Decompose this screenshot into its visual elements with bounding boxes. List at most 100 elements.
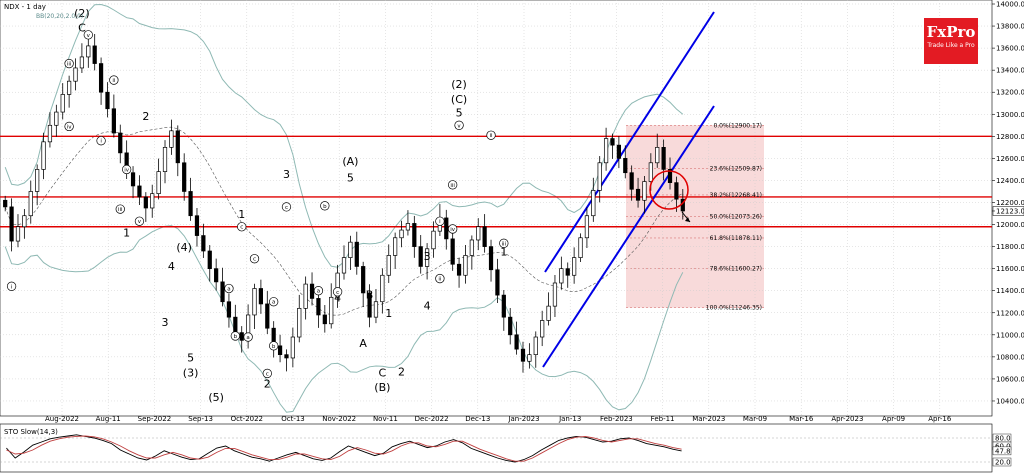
channel-upper-line (544, 11, 715, 273)
x-tick-label: Aug-2022 (45, 415, 79, 423)
minor-wave-label: iii (118, 207, 123, 213)
x-tick-label: Dec-2022 (415, 415, 449, 423)
minor-wave-label: i (100, 139, 102, 145)
minor-wave-circle (83, 30, 93, 40)
oscillator-tick-label: 20.0 (995, 459, 1011, 467)
main-plot-area (0, 0, 993, 417)
x-tick-label: Nov-11 (373, 415, 398, 423)
x-tick-label: Feb-11 (651, 415, 675, 423)
chart-title: NDX - 1 day (4, 3, 46, 11)
candle-body (92, 45, 97, 64)
highlight-circle-ring (649, 170, 689, 210)
minor-wave-label: v (87, 33, 91, 39)
oscillator-y-ticks: 80.060.047.8 20.0 (992, 433, 1012, 467)
minor-wave-circle (486, 130, 496, 140)
stochastic-d-line (6, 435, 682, 462)
highlight-circle (649, 170, 691, 223)
wave-label: 1 (123, 227, 130, 240)
minor-wave-label: i (439, 219, 441, 225)
candle-body (73, 67, 78, 82)
candle-body (540, 320, 545, 338)
minor-wave-circle (499, 238, 509, 248)
candle-body (60, 94, 65, 113)
minor-wave-label: c (266, 371, 269, 377)
candle-body (597, 162, 602, 191)
y-tick-label: 12400.00 (996, 177, 1024, 185)
minor-wave-label: iii (67, 62, 72, 68)
minor-wave-label: iv (67, 124, 73, 130)
wave-label: 1 (500, 245, 507, 258)
minor-wave-circle (96, 136, 106, 146)
candle-body (431, 230, 436, 250)
wave-label: (2) (451, 78, 467, 91)
candle-body (348, 241, 353, 258)
candle-body (329, 296, 334, 325)
candle-body (476, 226, 481, 241)
x-tick-label: Apr-09 (882, 415, 905, 423)
y-tick-label: 11400.00 (996, 287, 1024, 295)
x-tick-label: Feb-2023 (600, 415, 633, 423)
candle-body (572, 257, 577, 276)
candle-body (514, 334, 519, 350)
y-tick-label: 10800.00 (996, 353, 1024, 361)
minor-wave-label: a (246, 335, 249, 341)
candle-body (667, 169, 673, 183)
x-tick-label: Dec-13 (465, 415, 490, 423)
candle-body (35, 169, 40, 192)
candle-body (616, 144, 621, 159)
wave-label: 1 (238, 208, 245, 221)
fib-level-label: 50.0%(12073.26) (710, 213, 762, 220)
minor-wave-circle (448, 224, 458, 234)
channel-lower-line (542, 105, 715, 368)
wave-label: (3) (183, 367, 199, 380)
minor-wave-circle (237, 222, 247, 232)
candle-body (456, 263, 462, 276)
wave-label: 3 (424, 250, 431, 263)
x-tick-label: Sep-2022 (138, 415, 172, 423)
minor-wave-circle (134, 216, 145, 226)
x-tick-label: Jan-2023 (507, 415, 539, 423)
oscillator-tick-label: 60.0 (995, 443, 1011, 451)
candle-body (182, 162, 187, 192)
candle-body (309, 283, 315, 299)
candle-body (399, 229, 404, 239)
wave-label: 5 (187, 351, 194, 364)
y-tick-label: 10600.00 (996, 375, 1024, 383)
y-tick-label: 12200.00 (996, 199, 1024, 207)
wave-label: 5 (347, 172, 354, 185)
y-tick-label: 13800.00 (996, 23, 1024, 31)
oscillator-grid (0, 437, 992, 463)
wave-label: C (78, 22, 86, 35)
minor-wave-circle (435, 273, 445, 284)
candle-body (584, 215, 590, 239)
x-tick-label: Mar-16 (789, 415, 814, 423)
candle-body (150, 193, 155, 209)
candle-body (495, 269, 500, 296)
minor-wave-circle (320, 201, 330, 211)
minor-wave-circle (122, 164, 132, 175)
stochastic-k-line (6, 434, 682, 463)
minor-wave-label: ii (112, 78, 116, 84)
minor-wave-label: a (272, 300, 275, 306)
candle-body (463, 255, 468, 276)
minor-wave-circle (262, 368, 272, 379)
wave-label: 4 (334, 292, 341, 305)
candle-body (290, 336, 295, 359)
wave-label: 2 (398, 366, 405, 379)
candle-body (252, 288, 257, 316)
candle-body (533, 336, 538, 356)
minor-wave-label: c (285, 205, 288, 211)
minor-wave-circle (269, 297, 279, 307)
candle-body (297, 307, 302, 338)
candle-body (386, 255, 391, 276)
candle-body (559, 268, 564, 284)
minor-wave-label: b (272, 344, 276, 350)
x-tick-label: Nov-2022 (322, 415, 356, 423)
minor-wave-circle (64, 121, 74, 132)
candle-body (546, 305, 551, 321)
candle-body (361, 266, 366, 294)
candle-body (220, 281, 225, 303)
candle-body (603, 138, 609, 164)
minor-wave-circle (435, 216, 445, 226)
trend-channel (542, 11, 715, 368)
